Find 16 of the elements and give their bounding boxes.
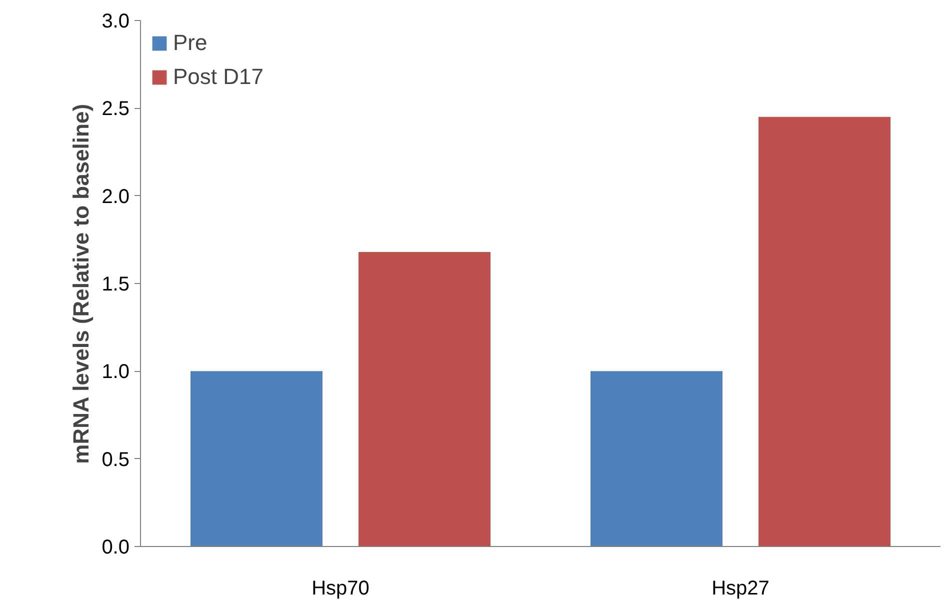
x-tick-label: Hsp27	[712, 578, 770, 600]
bar	[590, 371, 722, 546]
y-tick-label: 0.0	[102, 536, 130, 558]
y-tick-label: 1.5	[102, 274, 130, 296]
bar	[358, 252, 490, 546]
y-tick-label: 0.5	[102, 448, 130, 471]
y-axis-title: mRNA levels (Relative to baseline)	[68, 104, 94, 464]
legend-label: Post D17	[173, 64, 264, 90]
x-tick-label: Hsp70	[312, 578, 370, 600]
legend-label: Pre	[173, 30, 208, 56]
y-tick-label: 3.0	[102, 10, 130, 32]
bar	[758, 116, 890, 546]
y-tick-label: 2.0	[102, 186, 130, 208]
y-tick-label: 2.5	[102, 98, 130, 120]
bar	[190, 371, 322, 546]
y-tick-label: 1.0	[102, 361, 130, 384]
